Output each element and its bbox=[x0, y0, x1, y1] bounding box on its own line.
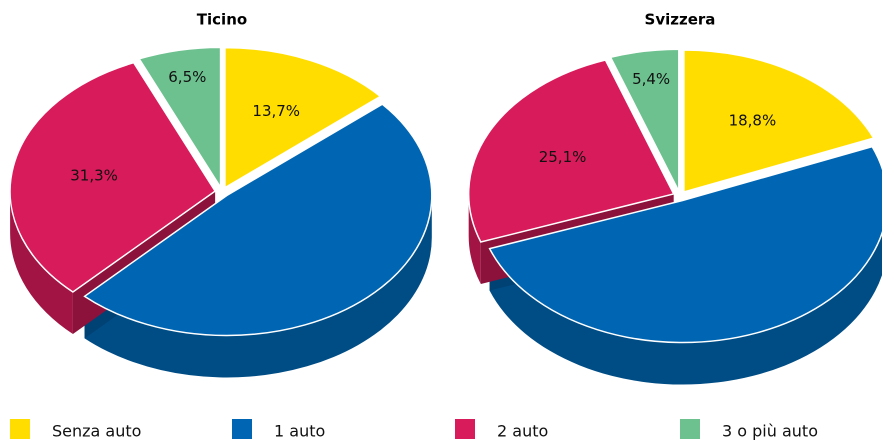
slice-side bbox=[10, 191, 73, 334]
legend-label: 1 auto bbox=[274, 422, 325, 441]
chart-title: Ticino bbox=[197, 11, 247, 29]
slice-side bbox=[84, 195, 432, 378]
legend-label: 3 o più auto bbox=[722, 422, 818, 441]
data-label: 13,7% bbox=[252, 102, 300, 120]
legend-swatch bbox=[455, 419, 475, 439]
slice-side bbox=[489, 233, 882, 385]
slice bbox=[488, 145, 882, 344]
data-label: 5,4% bbox=[632, 70, 670, 88]
data-label: 25,1% bbox=[539, 148, 587, 166]
chart-title: Svizzera bbox=[645, 11, 716, 29]
slice bbox=[83, 103, 433, 337]
slice bbox=[9, 61, 217, 293]
legend-swatch bbox=[10, 419, 30, 439]
slice bbox=[137, 46, 222, 190]
data-label: 18,8% bbox=[729, 112, 777, 130]
legend-swatch bbox=[232, 419, 252, 439]
slice bbox=[683, 49, 875, 193]
slice bbox=[609, 48, 680, 192]
data-label: 31,3% bbox=[70, 167, 118, 185]
legend-label: Senza auto bbox=[52, 422, 141, 441]
data-label: 6,5% bbox=[168, 68, 206, 86]
slice-side bbox=[468, 193, 481, 285]
legend-label: 2 auto bbox=[497, 422, 548, 441]
slice bbox=[467, 59, 675, 243]
legend-swatch bbox=[680, 419, 700, 439]
slice bbox=[224, 46, 382, 189]
